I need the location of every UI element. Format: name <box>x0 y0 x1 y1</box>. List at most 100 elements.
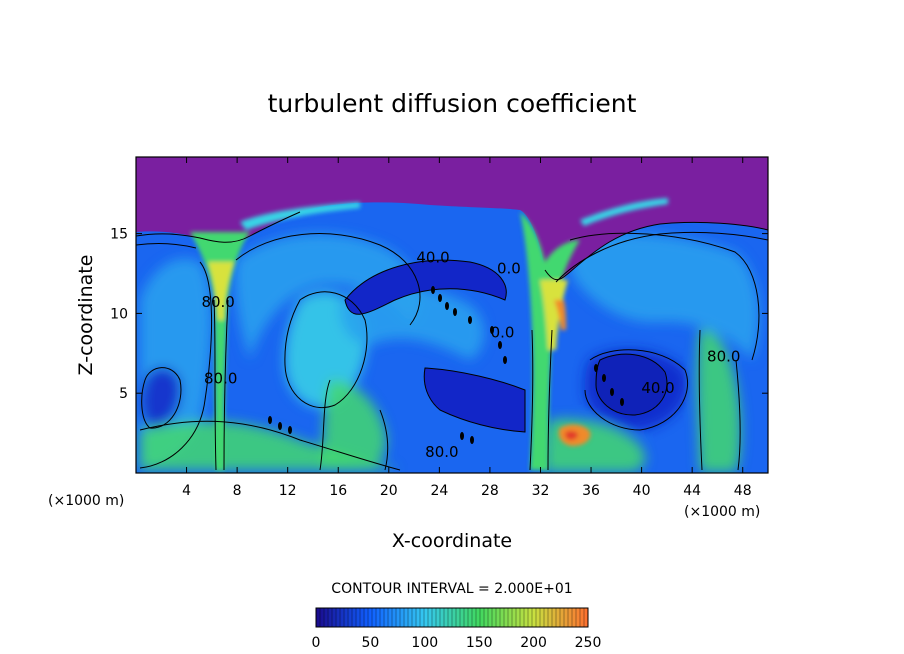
x-axis-ticks: 4 8 12 16 20 24 28 32 36 40 44 48 <box>182 157 752 499</box>
contour-line-1 <box>136 243 197 249</box>
contour-line-12 <box>213 299 217 471</box>
contour-dot-0 <box>431 286 435 294</box>
x-tick-label-48: 48 <box>734 483 752 499</box>
contour-labels: 40.0 40.0 80.0 80.0 80.0 80.0 0.0 0.0 <box>201 248 740 461</box>
contour-dot-8 <box>594 364 598 372</box>
contour-line-3 <box>555 231 768 283</box>
x-tick-label-32: 32 <box>532 483 550 499</box>
contour-line-16 <box>139 420 401 471</box>
contour-line-9 <box>569 232 760 361</box>
contour-label-0: 40.0 <box>416 248 449 266</box>
contour-dot-13 <box>278 422 282 430</box>
contour-label-1: 40.0 <box>641 379 674 397</box>
contour-line-14 <box>529 329 534 471</box>
colorbar: 0 50 100 150 200 250 <box>312 607 602 651</box>
field-core-lower <box>424 368 525 432</box>
field-region-8 <box>320 380 387 470</box>
x-tick-label-36: 36 <box>582 483 600 499</box>
contour-dot-10 <box>610 388 614 396</box>
field-streaks <box>190 198 668 470</box>
contour-line-6 <box>595 353 668 416</box>
contour-label-4: 80.0 <box>707 347 740 365</box>
field-region-5 <box>567 233 759 360</box>
contour-line-17 <box>698 329 703 471</box>
contour-dot-9 <box>602 374 606 382</box>
colorbar-tick-100: 100 <box>411 635 438 651</box>
streak-left <box>190 232 250 470</box>
contour-label-6: 0.0 <box>497 260 521 278</box>
contour-line-5 <box>423 367 526 433</box>
contour-line-7 <box>284 291 368 409</box>
field-core-upper <box>345 260 507 315</box>
streak-left-core <box>208 262 234 320</box>
contour-dot-12 <box>268 416 272 424</box>
streak-bottom-core <box>565 430 578 440</box>
contour-line-8 <box>235 233 421 326</box>
contour-dot-14 <box>288 426 292 434</box>
x-tick-label-8: 8 <box>233 483 242 499</box>
colorbar-tick-150: 150 <box>466 635 493 651</box>
x-tick-label-28: 28 <box>481 483 499 499</box>
chart-title: turbulent diffusion coefficient <box>268 89 637 118</box>
field-region-9 <box>697 329 741 472</box>
contour-dot-5 <box>490 326 494 334</box>
contour-dot-1 <box>438 294 442 302</box>
contour-dot-6 <box>498 341 502 349</box>
y-tick-label-15: 15 <box>110 227 128 243</box>
contour-dot-3 <box>453 308 457 316</box>
streak-top-right <box>580 198 668 226</box>
contour-line-10 <box>139 261 213 469</box>
contour-dot-15 <box>460 432 464 440</box>
x-tick-label-24: 24 <box>430 483 448 499</box>
streak-center-core <box>540 280 568 350</box>
streak-top-left <box>240 202 360 230</box>
x-tick-label-4: 4 <box>182 483 191 499</box>
contour-line-4 <box>344 259 507 315</box>
streak-center-hot <box>554 300 566 330</box>
contour-line-15 <box>547 329 553 471</box>
contour-dot-16 <box>470 436 474 444</box>
colorbar-tick-0: 0 <box>312 635 321 651</box>
x-tick-label-40: 40 <box>633 483 651 499</box>
colorbar-tick-200: 200 <box>520 635 547 651</box>
field-region-2 <box>234 233 420 360</box>
plot-frame <box>135 156 769 474</box>
colorbar-stripes <box>319 608 585 627</box>
contour-interval-text: CONTOUR INTERVAL = 2.000E+01 <box>331 581 572 597</box>
colorbar-tick-50: 50 <box>361 635 379 651</box>
x-tick-label-16: 16 <box>329 483 347 499</box>
y-tick-label-5: 5 <box>119 386 128 402</box>
contour-dot-2 <box>445 302 449 310</box>
field-core-right <box>596 354 667 416</box>
field-top-region <box>136 157 768 283</box>
x-tick-label-12: 12 <box>279 483 297 499</box>
contour-dot-11 <box>620 398 624 406</box>
contour-label-5: 80.0 <box>425 443 458 461</box>
contour-line-0 <box>136 211 301 243</box>
contour-line-21 <box>379 409 389 471</box>
contour-line-20 <box>319 379 331 471</box>
contour-label-2: 80.0 <box>201 293 234 311</box>
x-units-left: (×1000 m) <box>48 493 124 509</box>
contour-label-7: 0.0 <box>491 323 515 341</box>
plot-area <box>136 157 768 473</box>
y-tick-label-10: 10 <box>110 306 128 322</box>
colorbar-tick-250: 250 <box>575 635 602 651</box>
contour-line-2 <box>544 221 768 281</box>
contour-line-18 <box>735 359 741 471</box>
colorbar-ticks: 0 50 100 150 200 250 <box>312 635 602 651</box>
contour-lines <box>136 211 768 471</box>
contour-line-19 <box>584 349 689 431</box>
x-tick-label-20: 20 <box>380 483 398 499</box>
y-axis-ticks: 5 10 15 <box>110 227 768 402</box>
y-axis-label: Z-coordinate <box>75 255 97 376</box>
x-axis-label: X-coordinate <box>392 530 512 552</box>
contour-dot-4 <box>468 316 472 324</box>
contour-dot-7 <box>503 356 507 364</box>
contour-label-3: 80.0 <box>204 370 237 388</box>
contour-line-13 <box>223 299 229 471</box>
field-region-1 <box>141 367 181 429</box>
contour-line-11 <box>141 367 182 429</box>
x-units-right: (×1000 m) <box>684 504 760 520</box>
